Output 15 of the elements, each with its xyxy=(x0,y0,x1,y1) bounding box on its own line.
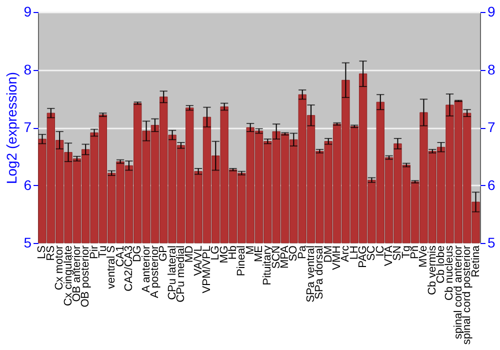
y2-tick-label: 5 xyxy=(488,234,496,250)
y2-tick-label: 8 xyxy=(488,61,496,78)
x-tick-label: RS xyxy=(44,246,57,261)
y-tick-label: 8 xyxy=(24,61,32,78)
y-tick-label: 9 xyxy=(24,4,32,20)
x-tick-label: Tg xyxy=(400,246,412,258)
x-tick-label: A posterior xyxy=(148,245,161,298)
y2-tick-label: 7 xyxy=(488,119,496,135)
y2-tick-label: 6 xyxy=(488,176,496,193)
x-tick-label: OB posterior xyxy=(80,245,92,308)
y-axis-title: Log2 (expression) xyxy=(4,72,20,184)
y-tick-label: 5 xyxy=(24,234,32,250)
y-tick-label: 7 xyxy=(24,119,32,135)
y2-tick-label: 9 xyxy=(488,4,496,20)
y-tick-label: 6 xyxy=(24,176,32,193)
